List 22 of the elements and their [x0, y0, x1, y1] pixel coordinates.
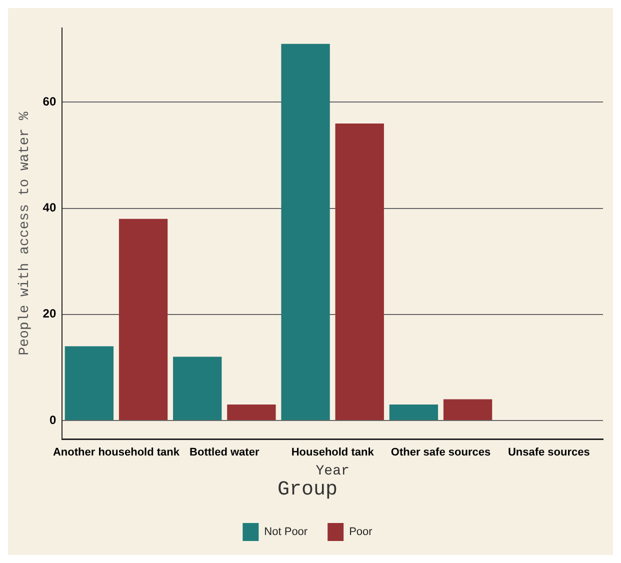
bar — [173, 356, 222, 420]
bar — [443, 399, 492, 420]
legend-title: Group — [277, 478, 338, 502]
bar — [118, 218, 168, 420]
bar — [281, 44, 330, 420]
y-tick-label: 20 — [42, 306, 56, 321]
bar — [389, 404, 438, 420]
x-tick-label: Unsafe sources — [508, 446, 590, 459]
bar — [227, 404, 276, 420]
y-tick-label: 60 — [42, 94, 56, 109]
legend-label: Not Poor — [264, 526, 308, 538]
x-tick-label: Other safe sources — [390, 446, 491, 459]
y-tick-label: 0 — [49, 412, 56, 427]
legend-label: Poor — [349, 526, 373, 538]
y-tick-label: 40 — [42, 200, 56, 215]
x-tick-label: Household tank — [291, 446, 375, 459]
y-axis-title: People with access to water % — [17, 111, 34, 356]
bar — [64, 346, 114, 420]
x-axis-title: Year — [316, 463, 350, 480]
x-tick-label: Another household tank — [52, 446, 180, 459]
x-tick-label: Bottled water — [190, 446, 260, 459]
bar — [335, 123, 384, 420]
